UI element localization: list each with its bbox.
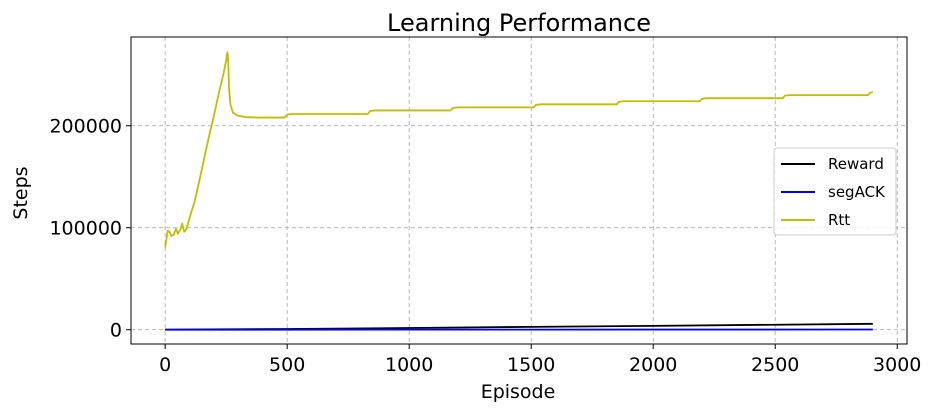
y-tick-label: 0 xyxy=(110,320,122,342)
y-tick-label: 100000 xyxy=(49,218,122,240)
legend: Reward segACK Rtt xyxy=(774,148,896,235)
x-tick-label: 500 xyxy=(269,354,305,376)
legend-label-segack: segACK xyxy=(828,183,886,201)
legend-label-reward: Reward xyxy=(828,155,884,173)
x-axis-label: Episode xyxy=(481,381,556,403)
series-lines xyxy=(165,52,873,329)
legend-label-rtt: Rtt xyxy=(828,211,850,229)
x-tick-label: 1000 xyxy=(385,354,433,376)
x-tick-label: 2000 xyxy=(629,354,677,376)
y-tick-label: 200000 xyxy=(49,116,122,138)
chart-title: Learning Performance xyxy=(387,9,651,37)
series-line-rtt xyxy=(165,52,873,247)
x-tick-label: 0 xyxy=(159,354,171,376)
x-tick-label: 2500 xyxy=(751,354,799,376)
x-tick-label: 1500 xyxy=(507,354,555,376)
y-axis-label: Steps xyxy=(10,166,32,219)
x-tick-label: 3000 xyxy=(873,354,921,376)
